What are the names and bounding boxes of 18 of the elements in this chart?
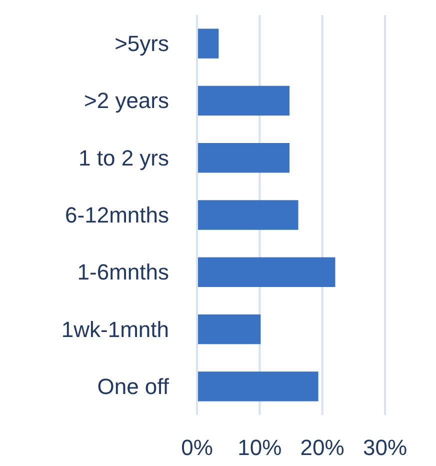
bar [198, 257, 336, 287]
x-tick-label: 10% [238, 435, 282, 460]
bar [198, 200, 298, 230]
x-tick-label: 0% [181, 435, 213, 460]
x-tick-label: 20% [300, 435, 344, 460]
y-tick-label: One off [97, 374, 170, 399]
y-tick-label: 1 to 2 yrs [78, 145, 169, 170]
y-tick-label: >2 years [84, 88, 169, 114]
y-tick-label: 1-6mnths [77, 260, 169, 285]
bar [198, 372, 318, 402]
bar [198, 143, 290, 173]
y-tick-label: 6-12mnths [65, 202, 169, 228]
y-tick-label: >5yrs [114, 31, 169, 56]
bar [198, 86, 290, 116]
y-tick-label: 1wk-1mnth [61, 316, 169, 342]
bar [198, 28, 219, 58]
x-tick-label: 30% [362, 435, 408, 460]
bar [198, 314, 261, 344]
